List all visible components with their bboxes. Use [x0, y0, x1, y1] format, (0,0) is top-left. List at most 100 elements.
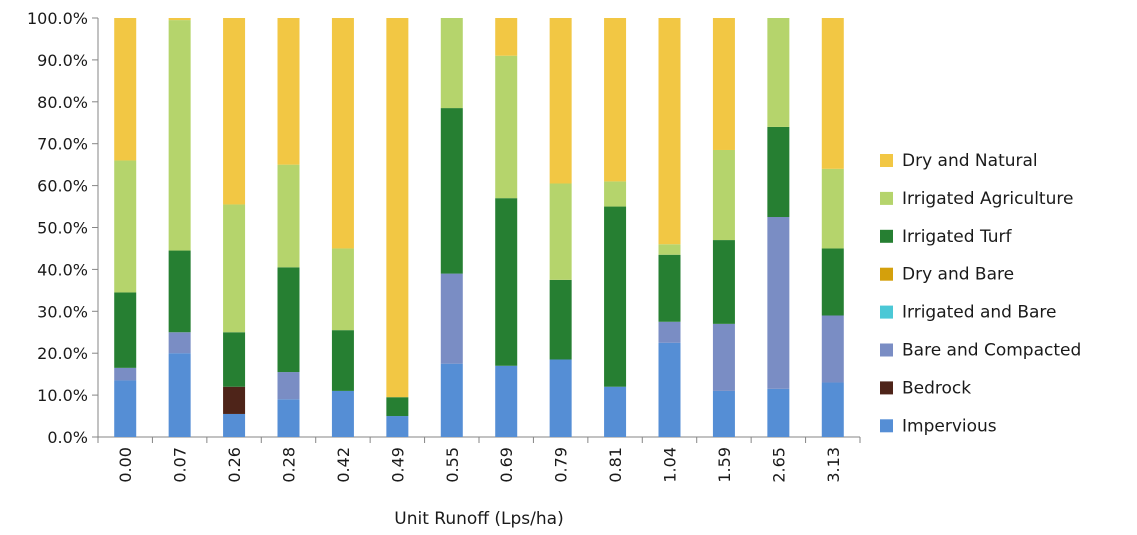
legend: Dry and Natural Irrigated Agriculture Irri…	[880, 151, 1081, 436]
bar-segment-impervious	[658, 342, 681, 437]
bar-segment-irrigated-agriculture	[712, 149, 735, 241]
bar-segment-irrigated-turf	[168, 250, 191, 333]
x-tick-label: 0.49	[388, 447, 407, 483]
legend-swatch	[880, 343, 893, 357]
legend-label: Dry and Natural	[902, 151, 1038, 171]
bars-layer	[114, 18, 844, 437]
bar-segment-irrigated-turf	[767, 126, 790, 218]
bar-segment-bare-and-compacted	[277, 372, 300, 400]
bar-segment-dry-and-natural	[114, 18, 137, 161]
bar-stack-0.79	[549, 18, 572, 437]
bar-segment-irrigated-turf	[495, 198, 518, 366]
y-tick-label: 50.0%	[37, 219, 88, 238]
bar-segment-dry-and-natural	[386, 18, 409, 398]
bar-segment-dry-and-natural	[168, 18, 191, 21]
bar-segment-impervious	[821, 382, 844, 437]
bar-segment-dry-and-natural	[549, 18, 572, 184]
bar-segment-bare-and-compacted	[168, 332, 191, 354]
bar-segment-irrigated-agriculture	[658, 244, 681, 255]
bar-segment-bare-and-compacted	[658, 321, 681, 343]
y-tick-label: 20.0%	[37, 344, 88, 363]
x-tick-label: 0.79	[552, 447, 571, 483]
bar-segment-irrigated-turf	[440, 108, 463, 274]
legend-swatch	[880, 229, 893, 243]
x-tick-label: 0.00	[116, 447, 135, 483]
legend-item-irrigated-agriculture: Irrigated Agriculture	[880, 189, 1073, 209]
bar-segment-irrigated-agriculture	[549, 183, 572, 280]
x-tick-label: 1.59	[715, 447, 734, 483]
bar-segment-irrigated-agriculture	[114, 160, 137, 293]
legend-item-dry-and-bare: Dry and Bare	[880, 265, 1014, 285]
bar-segment-impervious	[440, 363, 463, 437]
bar-segment-dry-and-natural	[821, 18, 844, 169]
bar-segment-impervious	[386, 416, 409, 437]
y-tick-label: 90.0%	[37, 51, 88, 70]
bar-segment-irrigated-agriculture	[440, 18, 463, 109]
legend-swatch	[880, 154, 893, 167]
bar-stack-0.07	[168, 18, 191, 437]
legend-swatch	[880, 191, 893, 205]
bar-segment-impervious	[549, 359, 572, 437]
x-tick-label: 0.81	[606, 447, 625, 483]
legend-label: Irrigated Agriculture	[902, 189, 1073, 209]
bar-segment-irrigated-turf	[331, 330, 354, 391]
legend-label: Bedrock	[902, 378, 971, 398]
y-tick-label: 10.0%	[37, 386, 88, 405]
legend-swatch	[880, 267, 893, 281]
legend-item-impervious: Impervious	[880, 416, 997, 436]
axis-layer	[92, 17, 861, 443]
bar-stack-0.55	[440, 18, 463, 437]
bar-segment-irrigated-turf	[386, 397, 409, 417]
legend-item-dry-and-natural: Dry and Natural	[880, 151, 1038, 171]
bar-segment-dry-and-natural	[331, 18, 354, 249]
bar-segment-irrigated-agriculture	[604, 181, 627, 207]
legend-swatch	[880, 305, 893, 319]
legend-label: Bare and Compacted	[902, 341, 1081, 361]
x-tick-label: 0.55	[443, 447, 462, 483]
x-tick-label: 0.69	[497, 447, 516, 483]
legend-swatch	[880, 419, 893, 433]
bar-segment-impervious	[767, 388, 790, 437]
bar-segment-impervious	[277, 399, 300, 437]
x-tick-label: 0.28	[280, 447, 299, 483]
y-tick-label: 40.0%	[37, 260, 88, 279]
bar-segment-impervious	[712, 390, 735, 437]
legend-item-bare-and-compacted: Bare and Compacted	[880, 341, 1081, 361]
bar-segment-impervious	[168, 353, 191, 437]
bar-segment-dry-and-natural	[223, 18, 246, 205]
bar-segment-irrigated-turf	[277, 267, 300, 373]
bar-segment-dry-and-natural	[604, 18, 627, 182]
bar-stack-3.13	[821, 18, 844, 437]
bar-stack-2.65	[767, 18, 790, 437]
y-tick-labels: 0.0% 10.0% 20.0% 30.0% 40.0% 50.0% 60.0% 70.0% 8…	[27, 9, 88, 447]
y-tick-label: 60.0%	[37, 177, 88, 196]
bar-segment-irrigated-turf	[114, 292, 137, 368]
bar-segment-irrigated-agriculture	[767, 18, 790, 127]
bar-segment-bare-and-compacted	[440, 273, 463, 364]
bar-segment-irrigated-agriculture	[821, 168, 844, 249]
x-tick-labels: 0.00 0.07 0.26 0.28 0.42 0.49 0.55 0.69 0.79 0.81…	[116, 447, 843, 483]
bar-segment-bedrock	[223, 386, 246, 414]
bar-segment-impervious	[114, 380, 137, 437]
bar-segment-bare-and-compacted	[712, 323, 735, 391]
bar-stack-0.49	[386, 18, 409, 437]
bar-segment-irrigated-agriculture	[495, 55, 518, 199]
bar-segment-irrigated-turf	[549, 279, 572, 360]
bar-segment-irrigated-turf	[821, 248, 844, 316]
bar-segment-irrigated-turf	[658, 254, 681, 322]
bar-segment-impervious	[604, 386, 627, 437]
bar-segment-irrigated-turf	[223, 332, 246, 387]
bar-segment-irrigated-turf	[604, 206, 627, 387]
legend-swatch	[880, 381, 893, 395]
bar-segment-dry-and-natural	[658, 18, 681, 245]
bar-segment-bare-and-compacted	[114, 367, 137, 381]
x-tick-label: 0.42	[334, 447, 353, 483]
bar-stack-1.04	[658, 18, 681, 437]
legend-label: Irrigated Turf	[902, 227, 1013, 247]
y-tick-label: 0.0%	[47, 428, 88, 447]
y-tick-label: 70.0%	[37, 135, 88, 154]
bar-segment-irrigated-agriculture	[168, 20, 191, 251]
bar-segment-bare-and-compacted	[821, 315, 844, 383]
legend-item-irrigated-and-bare: Irrigated and Bare	[880, 303, 1057, 323]
